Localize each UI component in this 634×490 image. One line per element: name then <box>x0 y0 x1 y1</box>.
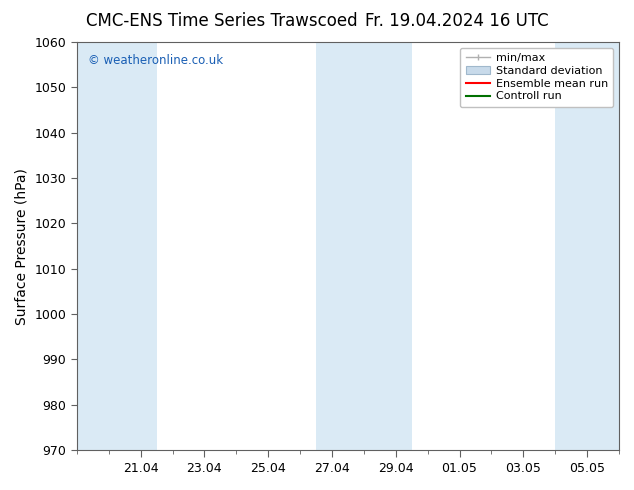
Bar <box>555 42 619 450</box>
Text: Fr. 19.04.2024 16 UTC: Fr. 19.04.2024 16 UTC <box>365 12 548 30</box>
Bar <box>316 42 411 450</box>
Text: © weatheronline.co.uk: © weatheronline.co.uk <box>87 54 223 67</box>
Y-axis label: Surface Pressure (hPa): Surface Pressure (hPa) <box>15 168 29 324</box>
Bar <box>77 42 157 450</box>
Legend: min/max, Standard deviation, Ensemble mean run, Controll run: min/max, Standard deviation, Ensemble me… <box>460 48 614 107</box>
Text: CMC-ENS Time Series Trawscoed: CMC-ENS Time Series Trawscoed <box>86 12 358 30</box>
